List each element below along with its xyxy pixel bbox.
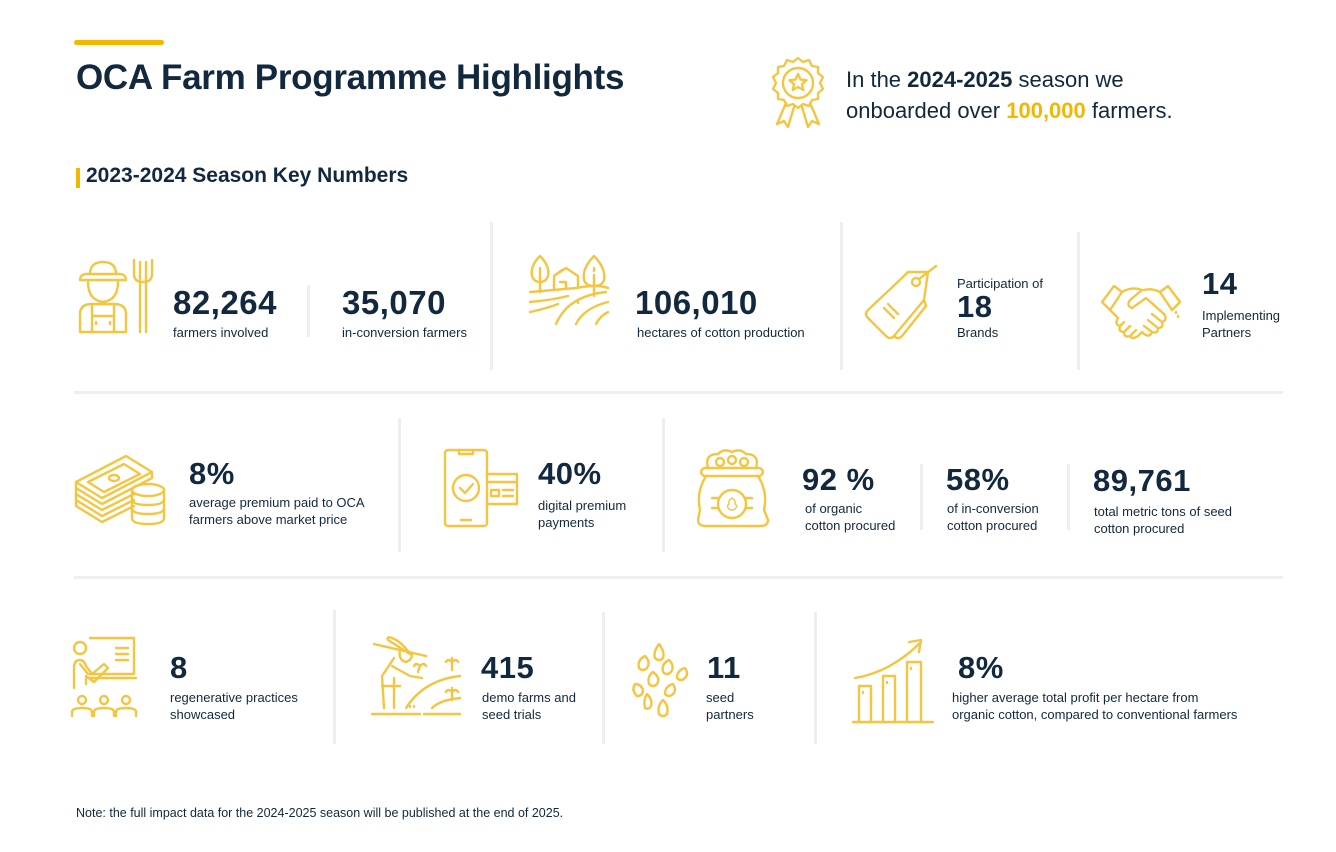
cotton-sack-icon [696,448,778,530]
stat-label: farmers involved [173,325,269,340]
money-stack-icon [74,452,168,526]
stat-pre-label: Participation of [957,276,1043,291]
divider [602,612,605,744]
divider [662,418,665,552]
stat-label: average premium paid to OCA [189,495,365,510]
stat-value: 35,070 [342,284,446,321]
stat-value: 58% [946,462,1010,497]
stat-label: cotton procured [805,518,896,533]
divider [920,464,923,530]
highlight-season: 2024-2025 [907,67,1013,92]
stat-label: cotton procured [1094,521,1185,536]
farm-landscape-icon [528,254,610,326]
award-ribbon-icon [762,55,834,129]
stat-label: cotton procured [947,518,1038,533]
stat-value: 14 [1202,266,1238,301]
stat-label: Brands [957,325,999,340]
stat-label: organic cotton, compared to conventional… [952,707,1238,722]
stat-value: 11 [707,650,741,685]
seeds-icon [631,642,691,718]
stat-value: 106,010 [635,284,758,321]
divider [333,610,336,744]
farmer-planting-icon [370,632,462,718]
divider [814,612,817,744]
stat-value: 415 [481,650,535,685]
stat-label: of in-conversion [947,501,1039,516]
stat-label: total metric tons of seed [1094,504,1233,519]
stat-label: partners [706,707,754,722]
accent-bar [74,40,164,45]
handshake-icon [1100,280,1182,340]
training-presentation-icon [70,634,150,718]
stat-label: Partners [1202,325,1252,340]
stat-label: in-conversion farmers [342,325,467,340]
stat-value: 40% [538,456,602,491]
stat-value: 8% [189,456,235,491]
stat-label: higher average total profit per hectare … [952,690,1199,705]
divider [840,222,843,370]
stat-value: 8 [170,650,188,685]
stat-label: digital premium [538,498,627,513]
divider [1067,464,1070,530]
section-marker [76,168,80,188]
stat-value: 8% [958,650,1004,685]
page-title: OCA Farm Programme Highlights [76,58,625,97]
divider [490,222,493,370]
stat-value: 18 [957,289,993,324]
row-divider [74,576,1283,579]
stat-label: Implementing [1202,308,1281,323]
mobile-payment-icon [443,448,519,528]
stat-label: seed trials [482,707,542,722]
price-tag-icon [864,264,940,340]
stat-label: showcased [170,707,236,722]
stat-label: hectares of cotton production [637,325,805,340]
farmer-icon [78,258,158,334]
footer-note: Note: the full impact data for the 2024-… [76,806,564,820]
row-divider [74,391,1283,394]
stat-label: of organic [805,501,863,516]
growth-chart-icon [851,638,937,724]
stat-value: 92 % [802,462,875,497]
divider [1077,232,1080,370]
stat-label: payments [538,515,595,530]
stat-label: regenerative practices [170,690,298,705]
stat-label: seed [706,690,735,705]
divider [398,418,401,552]
stat-value: 82,264 [173,284,277,321]
highlight-count: 100,000 [1006,98,1086,123]
stat-label: farmers above market price [189,512,348,527]
stat-label: demo farms and [482,690,576,705]
divider [307,285,310,337]
stat-value: 89,761 [1093,463,1191,498]
season-highlight: In the 2024-2025 season we onboarded ove… [846,67,1173,123]
section-title: 2023-2024 Season Key Numbers [86,164,409,187]
